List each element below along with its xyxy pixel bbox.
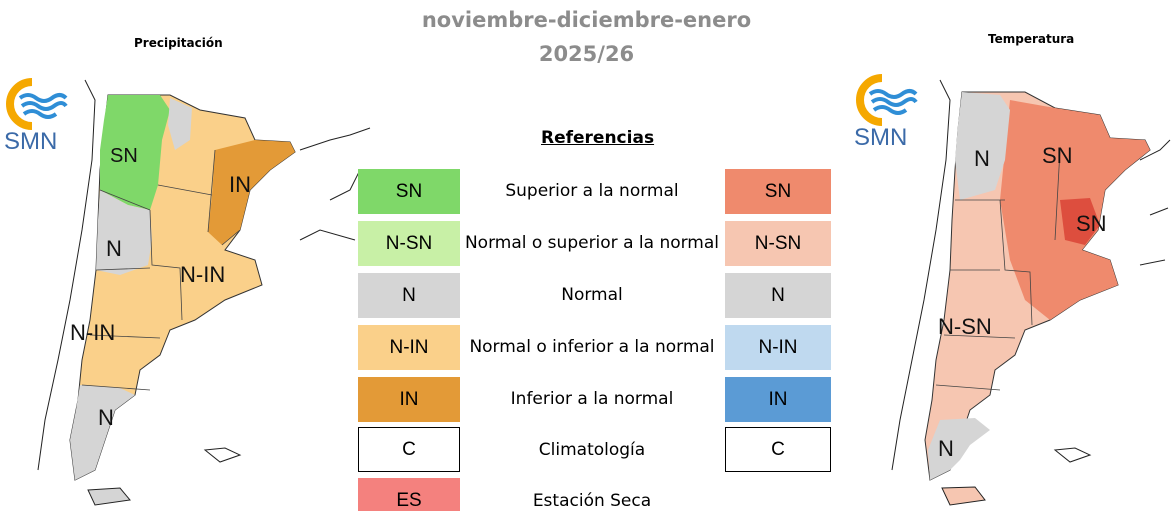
tierra-del-fuego-right	[941, 486, 986, 506]
temp-label-n-south: N	[938, 436, 954, 461]
temp-legend-in: IN	[725, 377, 831, 422]
legend-desc-n-in: Normal o inferior a la normal	[469, 337, 715, 357]
region-n-south-temp	[928, 418, 990, 480]
precip-label-n-andes: N	[106, 236, 122, 261]
precip-label-n-in-west: N-IN	[70, 320, 116, 345]
temp-legend-n: N	[725, 273, 831, 318]
legend-title: Referencias	[541, 128, 655, 148]
temp-legend-c: C	[725, 427, 831, 472]
temp-label-sn-north: SN	[1042, 143, 1073, 168]
province-borders	[81, 149, 241, 391]
region-sn-core	[1060, 198, 1100, 245]
neighbour-borders-right	[1139, 139, 1171, 266]
precip-legend-sn: SN	[358, 169, 460, 214]
precip-label-n-in-east: N-IN	[180, 262, 226, 287]
temp-legend-sn: SN	[725, 169, 831, 214]
temp-legend-n-sn: N-SN	[725, 221, 831, 266]
region-sn	[100, 95, 170, 210]
temp-legend-n-in: N-IN	[725, 325, 831, 370]
precip-legend-n-sn: N-SN	[358, 221, 460, 266]
legend-desc-c: Climatología	[538, 440, 646, 460]
malvinas-islands	[203, 447, 242, 463]
smn-logo-icon	[856, 74, 918, 126]
legend-desc-es: Estación Seca	[532, 491, 652, 511]
title-season: noviembre-diciembre-enero	[421, 8, 752, 32]
precip-label-sn: SN	[110, 145, 138, 167]
smn-logo-text: SMN	[854, 124, 908, 151]
precip-legend-es: ES	[358, 478, 460, 511]
chile-coast-right	[891, 79, 951, 471]
tierra-del-fuego	[87, 487, 131, 506]
region-n-puna	[168, 98, 192, 150]
legend-desc-sn: Superior a la normal	[505, 181, 679, 201]
precipitation-title: Precipitación	[134, 36, 223, 50]
legend-desc-in: Inferior a la normal	[510, 389, 674, 409]
legend-desc-n-sn: Normal o superior a la normal	[464, 233, 720, 253]
smn-logo-right: SMN	[852, 72, 922, 152]
region-n-nw-temp	[955, 92, 1010, 200]
region-n-south	[70, 385, 135, 480]
neighbour-borders	[299, 127, 371, 241]
temp-label-sn-core: SN	[1076, 211, 1107, 236]
temp-label-n-nw: N	[974, 146, 990, 171]
province-borders-right	[935, 149, 1061, 391]
region-in	[208, 140, 295, 245]
smn-logo-text: SMN	[4, 128, 58, 155]
chile-coast	[37, 79, 96, 471]
title-year: 2025/26	[538, 42, 635, 66]
precip-label-n-south: N	[98, 405, 114, 430]
malvinas-islands-right	[1053, 447, 1092, 463]
precip-legend-n-in: N-IN	[358, 325, 460, 370]
temp-label-n-sn: N-SN	[938, 314, 992, 339]
precip-legend-n: N	[358, 273, 460, 318]
legend-desc-n: Normal	[561, 285, 623, 305]
smn-logo-icon	[6, 78, 68, 130]
temperature-title: Temperatura	[988, 32, 1075, 46]
precip-legend-c: C	[358, 427, 460, 472]
smn-logo-left: SMN	[2, 76, 72, 156]
precip-label-in: IN	[229, 172, 251, 197]
precipitation-map	[37, 79, 371, 506]
region-n-andes	[96, 190, 152, 275]
precip-legend-in: IN	[358, 377, 460, 422]
